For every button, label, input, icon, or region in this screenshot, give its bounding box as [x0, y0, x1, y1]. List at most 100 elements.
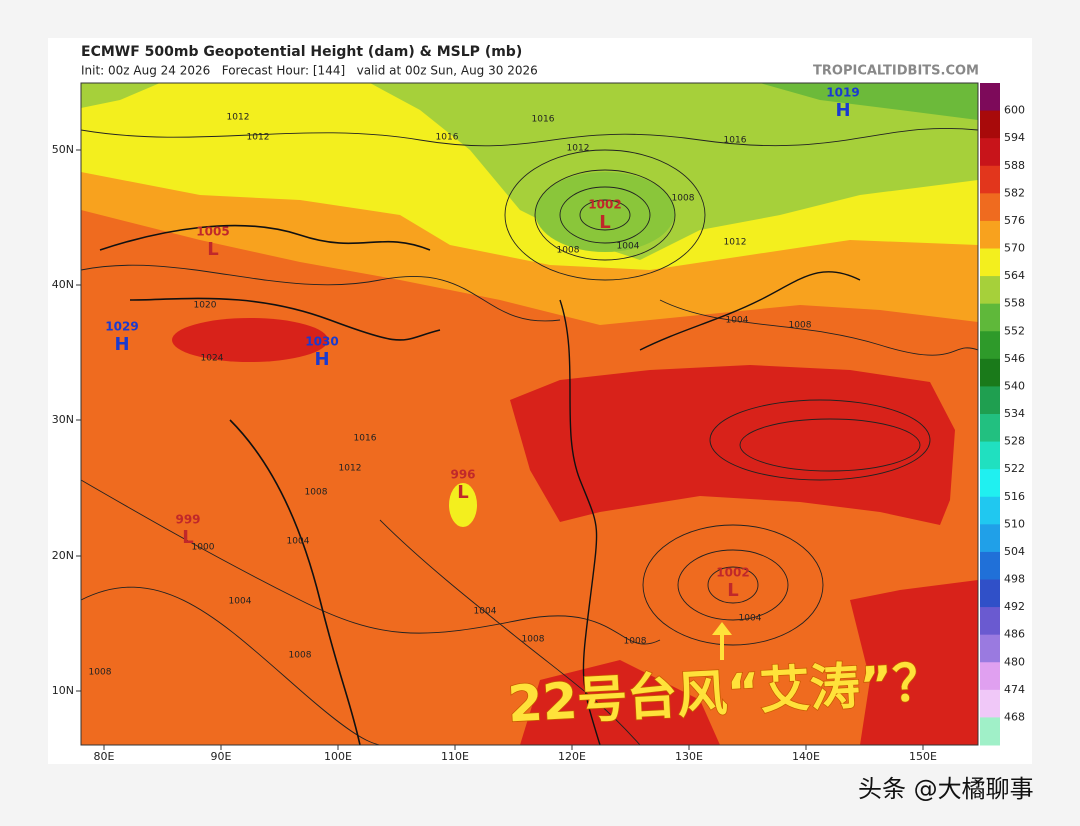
colorbar-label: 546: [1004, 352, 1025, 365]
colorbar-label: 510: [1004, 517, 1025, 530]
center-pressure: 999: [175, 513, 200, 527]
contour-label: 1016: [724, 136, 747, 146]
colorbar-label: 468: [1004, 710, 1025, 723]
contour-label: 1020: [194, 301, 217, 311]
center-symbol: H: [835, 100, 850, 121]
contour-label: 1004: [229, 597, 252, 607]
center-pressure: 1005: [196, 225, 229, 239]
colorbar-label: 534: [1004, 407, 1025, 420]
center-symbol: H: [314, 349, 329, 370]
colorbar-label: 558: [1004, 297, 1025, 310]
colorbar-label: 498: [1004, 573, 1025, 586]
contour-label: 1008: [305, 488, 328, 498]
contour-label: 1012: [724, 238, 747, 248]
contour-label: 1004: [726, 316, 749, 326]
center-symbol: H: [114, 334, 129, 355]
center-symbol: L: [457, 482, 468, 503]
colorbar-label: 576: [1004, 214, 1025, 227]
center-symbol: L: [182, 527, 193, 548]
colorbar-segment: [980, 193, 1000, 222]
center-pressure: 996: [450, 468, 475, 482]
title: ECMWF 500mb Geopotential Height (dam) & …: [81, 44, 522, 60]
colorbar-segment: [980, 303, 1000, 332]
center-pressure: 1019: [826, 86, 859, 100]
contour-label: 1008: [672, 194, 695, 204]
map-frame: [80, 82, 979, 746]
colorbar-segment: [980, 441, 1000, 470]
center-symbol: L: [599, 212, 610, 233]
contour-label: 1016: [354, 434, 377, 444]
contour-label: 1016: [436, 133, 459, 143]
colorbar-segment: [980, 689, 1000, 718]
colorbar-segment: [980, 165, 1000, 194]
axis-labels: 50N 40N 30N 20N 10N 80E 90E 100E 110E 120E 130E 140…: [52, 143, 937, 763]
contour-label: 1012: [567, 144, 590, 154]
contour-label: 1008: [89, 668, 112, 678]
colorbar-label: 528: [1004, 435, 1025, 448]
colorbar-segment: [980, 248, 1000, 277]
colorbar-label: 516: [1004, 490, 1025, 503]
colorbar-segment: [980, 469, 1000, 498]
band-588: [510, 365, 955, 525]
colorbar-segment: [980, 579, 1000, 608]
colorbar-segment: [980, 662, 1000, 691]
contour-label: 1004: [617, 242, 640, 252]
colorbar-label: 600: [1004, 104, 1025, 117]
lon-label: 90E: [211, 750, 232, 763]
lat-label: 20N: [52, 549, 74, 562]
colorbar-segment: [980, 138, 1000, 167]
lon-label: 80E: [94, 750, 115, 763]
lon-label: 120E: [558, 750, 586, 763]
colorbar-segment: [980, 331, 1000, 360]
colorbar-label: 480: [1004, 655, 1025, 668]
contours: [81, 127, 978, 745]
contour-label: 1008: [557, 246, 580, 256]
colorbar-segment: [980, 717, 1000, 746]
colorbar-segment: [980, 110, 1000, 139]
band-564: [81, 83, 160, 108]
band-558: [760, 83, 978, 120]
colorbar-segment: [980, 358, 1000, 387]
contour-label: 1008: [522, 635, 545, 645]
contour-label: 1008: [624, 637, 647, 647]
colorbar-label: 540: [1004, 379, 1025, 392]
colorbar-label: 588: [1004, 159, 1025, 172]
colorbar-label: 564: [1004, 269, 1025, 282]
colorbar-segment: [980, 276, 1000, 305]
band-564-core: [535, 172, 675, 252]
band-588: [172, 318, 328, 362]
contour-label: 1012: [247, 133, 270, 143]
center-pressure: 1002: [716, 566, 749, 580]
colorbar-segment: [980, 414, 1000, 443]
band-588: [850, 580, 978, 745]
center-pressure: 1030: [305, 335, 338, 349]
colorbar-label: 486: [1004, 628, 1025, 641]
contour-label: 1016: [532, 115, 555, 125]
colorbar-segment: [980, 220, 1000, 249]
lat-label: 10N: [52, 684, 74, 697]
colorbar-segment: [980, 607, 1000, 636]
source: TROPICALTIDBITS.COM: [813, 64, 979, 79]
watermark: 头条 @大橘聊事: [858, 775, 1034, 803]
lon-label: 130E: [675, 750, 703, 763]
colorbar-segment: [980, 551, 1000, 580]
contour-label: 1004: [739, 614, 762, 624]
colorbar-label: 594: [1004, 131, 1025, 144]
colorbar-segment: [980, 634, 1000, 663]
lon-label: 110E: [441, 750, 469, 763]
center-symbol: L: [727, 580, 738, 601]
center-pressure: 1002: [588, 198, 621, 212]
center-pressure: 1029: [105, 320, 138, 334]
colorbar-label: 570: [1004, 242, 1025, 255]
contour-label: 1008: [789, 321, 812, 331]
band-564: [370, 83, 978, 260]
contour-label: 1004: [287, 537, 310, 547]
lon-label: 100E: [324, 750, 352, 763]
contour-label: 1024: [201, 354, 224, 364]
contour-label: 1000: [192, 543, 215, 553]
lon-label: 150E: [909, 750, 937, 763]
colorbar-label: 582: [1004, 186, 1025, 199]
band-588: [520, 660, 720, 745]
center-symbol: L: [207, 239, 218, 260]
